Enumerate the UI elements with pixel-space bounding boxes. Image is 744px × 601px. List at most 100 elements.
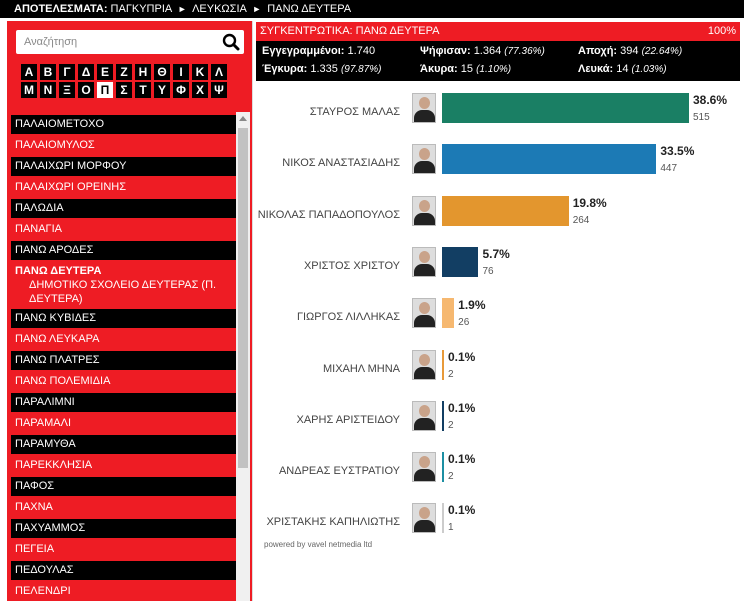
letter-button[interactable]: Ι	[173, 64, 189, 80]
blank-stat: Λευκά: 14 (1.03%)	[578, 63, 667, 75]
summary-title: ΣΥΓΚΕΝΤΡΩΤΙΚΑ: ΠΑΝΩ ΔΕΥΤΕΡΑ	[260, 25, 440, 37]
candidate-photo	[412, 400, 436, 431]
candidate-photo	[412, 503, 436, 534]
letter-button[interactable]: Η	[135, 64, 151, 80]
candidate-name: ΣΤΑΥΡΟΣ ΜΑΛΑΣ	[309, 106, 400, 118]
counted-percentage: 100%	[707, 25, 736, 37]
candidate-photo	[412, 452, 436, 483]
search-placeholder: Αναζήτηση	[24, 36, 78, 48]
letter-button[interactable]: Δ	[78, 64, 94, 80]
letter-button[interactable]: Ζ	[116, 64, 132, 80]
polling-station-link[interactable]: ΔΗΜΟΤΙΚΟ ΣΧΟΛΕΙΟ ΔΕΥΤΕΡΑΣ (Π. ΔΕΥΤΕΡΑ)	[29, 279, 217, 305]
village-item[interactable]: ΠΑΡΑΜΑΛΙ	[11, 414, 237, 433]
voted-stat: Ψήφισαν: 1.364 (77.36%)	[420, 45, 545, 57]
candidate-photo	[412, 144, 436, 175]
candidate-row: ΣΤΑΥΡΟΣ ΜΑΛΑΣ 38.6% 515	[256, 93, 740, 141]
letter-button[interactable]: Ε	[97, 64, 113, 80]
breadcrumb-item-district[interactable]: ΛΕΥΚΩΣΙΑ	[192, 3, 247, 15]
village-item[interactable]: ΠΑΛΑΙΟΜΥΛΟΣ	[11, 136, 237, 155]
vote-share-bar	[442, 195, 569, 226]
summary-header: ΣΥΓΚΕΝΤΡΩΤΙΚΑ: ΠΑΝΩ ΔΕΥΤΕΡΑ 100%	[256, 22, 740, 41]
candidate-row: ΓΙΩΡΓΟΣ ΛΙΛΛΗΚΑΣ 1.9% 26	[256, 298, 740, 346]
village-item[interactable]: ΠΑΧΥΑΜΜΟΣ	[11, 519, 237, 538]
vote-count: 1	[448, 522, 454, 534]
letter-button[interactable]: Φ	[173, 82, 189, 98]
abstain-stat: Αποχή: 394 (22.64%)	[578, 45, 683, 57]
candidate-name: ΧΡΙΣΤΟΣ ΧΡΙΣΤΟΥ	[303, 259, 400, 272]
village-item[interactable]: ΠΑΧΝΑ	[11, 498, 237, 517]
village-list-scrollbar[interactable]	[236, 112, 250, 601]
search-icon[interactable]	[222, 33, 240, 51]
letter-button[interactable]: Χ	[192, 82, 208, 98]
letter-button[interactable]: Μ	[21, 82, 37, 98]
vote-share-percentage: 0.1%	[448, 452, 476, 467]
vote-count: 76	[482, 265, 494, 277]
vote-share-bar	[442, 349, 444, 380]
letter-button[interactable]: Σ	[116, 82, 132, 98]
breadcrumb-item-country[interactable]: ΠΑΓΚΥΠΡΙΑ	[110, 3, 172, 15]
vote-count: 2	[448, 368, 454, 380]
village-item-title[interactable]: ΠΑΝΩ ΔΕΥΤΕΡΑ	[15, 265, 102, 277]
candidate-row: ΧΡΙΣΤΟΣ ΧΡΙΣΤΟΥ 5.7% 76	[256, 246, 740, 295]
vote-share-percentage: 19.8%	[572, 195, 607, 210]
village-item[interactable]: ΠΑΝΑΓΙΑ	[11, 220, 237, 239]
vote-share-bar	[442, 246, 479, 277]
vote-share-bar	[442, 298, 455, 329]
village-item[interactable]: ΠΕΛΕΝΔΡΙ	[11, 582, 237, 601]
letter-button[interactable]: Π	[97, 82, 113, 98]
registered-stat: Εγγεγραμμένοι: 1.740	[262, 45, 376, 57]
candidate-photo	[412, 195, 436, 226]
letter-button[interactable]: Κ	[192, 64, 208, 80]
valid-stat: Έγκυρα: 1.335 (97.87%)	[262, 63, 382, 75]
letter-button[interactable]: Α	[21, 64, 37, 80]
candidate-name: ΧΡΙΣΤΑΚΗΣ ΚΑΠΗΛΙΩΤΗΣ	[266, 516, 400, 529]
vote-count: 26	[458, 317, 470, 329]
candidate-row: ΜΙΧΑΗΛ ΜΗΝΑ 0.1% 2	[256, 349, 740, 398]
scroll-up-icon[interactable]	[239, 116, 247, 121]
village-item[interactable]: ΠΑΝΩ ΚΥΒΙΔΕΣ	[11, 309, 237, 328]
village-item[interactable]: ΠΑΡΑΛΙΜΝΙ	[11, 393, 237, 412]
village-item[interactable]: ΠΕΔΟΥΛΑΣ	[11, 561, 237, 580]
village-item[interactable]: ΠΑΦΟΣ	[11, 477, 237, 496]
vote-share-percentage: 0.1%	[448, 349, 476, 364]
candidate-name: ΝΙΚΟΛΑΣ ΠΑΠΑΔΟΠΟΥΛΟΣ	[257, 208, 400, 221]
scrollbar-thumb[interactable]	[238, 128, 248, 468]
village-item[interactable]: ΠΑΡΑΜΥΘΑ	[11, 435, 237, 454]
letter-button[interactable]: Θ	[154, 64, 170, 80]
candidate-photo	[412, 298, 436, 329]
candidate-row: ΝΙΚΟΛΑΣ ΠΑΠΑΔΟΠΟΥΛΟΣ 19.8% 264	[256, 195, 740, 244]
village-item[interactable]: ΠΑΛΑΙΧΩΡΙ ΜΟΡΦΟΥ	[11, 157, 237, 176]
letter-button[interactable]: Ο	[78, 82, 94, 98]
village-item[interactable]: ΠΑΛΩΔΙΑ	[11, 199, 237, 218]
breadcrumb-label: ΑΠΟΤΕΛΕΣΜΑΤΑ:	[14, 3, 108, 15]
village-item[interactable]: ΠΑΡΕΚΚΛΗΣΙΑ	[11, 456, 237, 475]
breadcrumb-separator-icon: ►	[252, 4, 262, 14]
village-item[interactable]: ΠΕΓΕΙΑ	[11, 540, 237, 559]
letter-button[interactable]: Ξ	[59, 82, 75, 98]
letter-button[interactable]: Λ	[211, 64, 227, 80]
letter-button[interactable]: Ν	[40, 82, 56, 98]
village-item[interactable]: ΠΑΝΩ ΔΕΥΤΕΡΑ ΔΗΜΟΤΙΚΟ ΣΧΟΛΕΙΟ ΔΕΥΤΕΡΑΣ (Π…	[11, 262, 237, 307]
invalid-stat: Άκυρα: 15 (1.10%)	[420, 63, 512, 75]
letter-button[interactable]: Υ	[154, 82, 170, 98]
letter-button[interactable]: Τ	[135, 82, 151, 98]
vote-share-bar	[442, 400, 444, 431]
village-list: ΠΑΛΑΙΟΜΕΤΟΧΟ ΠΑΛΑΙΟΜΥΛΟΣ ΠΑΛΑΙΧΩΡΙ ΜΟΡΦΟΥ Π…	[11, 115, 237, 601]
village-item[interactable]: ΠΑΛΑΙΧΩΡΙ ΟΡΕΙΝΗΣ	[11, 178, 237, 197]
village-item[interactable]: ΠΑΝΩ ΑΡΟΔΕΣ	[11, 241, 237, 260]
vote-share-percentage: 0.1%	[448, 400, 476, 415]
letter-button[interactable]: Β	[40, 64, 56, 80]
vote-count: 264	[572, 214, 590, 226]
vote-count: 2	[448, 471, 454, 483]
search-input[interactable]: Αναζήτηση	[16, 30, 244, 54]
village-item[interactable]: ΠΑΝΩ ΛΕΥΚΑΡΑ	[11, 330, 237, 349]
letter-button[interactable]: Γ	[59, 64, 75, 80]
village-item[interactable]: ΠΑΛΑΙΟΜΕΤΟΧΟ	[11, 115, 237, 134]
village-item[interactable]: ΠΑΝΩ ΠΟΛΕΜΙΔΙΑ	[11, 372, 237, 391]
vote-count: 447	[660, 163, 678, 175]
letter-button[interactable]: Ψ	[211, 82, 227, 98]
village-item[interactable]: ΠΑΝΩ ΠΛΑΤΡΕΣ	[11, 351, 237, 370]
candidate-name: ΝΙΚΟΣ ΑΝΑΣΤΑΣΙΑΔΗΣ	[282, 157, 400, 170]
